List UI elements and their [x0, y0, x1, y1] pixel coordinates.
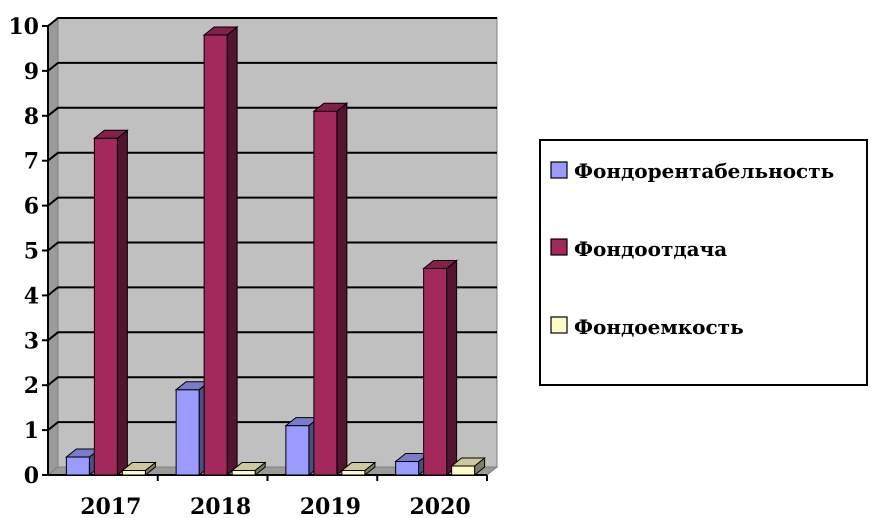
y-tick-label: 5	[24, 239, 39, 265]
bar-front	[423, 267, 448, 476]
bar-2-2017	[92, 129, 129, 477]
x-tick-label: 2019	[300, 494, 361, 518]
bar-side	[226, 25, 238, 477]
bar-top	[340, 462, 377, 472]
bar-front	[395, 461, 420, 476]
gridline	[47, 241, 497, 252]
bar-top	[230, 462, 267, 472]
bar-front	[313, 110, 338, 476]
legend-label-2: Фондоотдача	[574, 237, 727, 261]
bar-front	[203, 34, 228, 476]
bar-top	[450, 457, 487, 467]
legend-entry-2: Фондоотдача	[550, 237, 727, 261]
bar-3-2017	[120, 461, 157, 477]
bar-side	[116, 129, 128, 477]
x-tick-labels: 2017 2018 2019 2020	[80, 494, 470, 518]
x-tick-label: 2020	[410, 494, 471, 518]
bar-top	[422, 259, 459, 269]
gridline	[47, 61, 497, 72]
legend-entry-3: Фондоемкость	[550, 315, 744, 339]
legend: Фондорентабельность Фондоотдача Фондоемк…	[539, 139, 868, 386]
bar-front	[285, 425, 310, 476]
y-tick-label: 9	[24, 59, 39, 85]
gridline	[47, 196, 497, 207]
bar-2-2019	[312, 102, 349, 477]
gridline	[47, 331, 497, 342]
legend-entry-1: Фондорентабельность	[550, 159, 834, 183]
bar-front	[231, 470, 256, 476]
legend-box	[539, 139, 868, 386]
bar-front	[93, 137, 118, 476]
bar-2-2018	[202, 25, 239, 477]
y-tick-label: 1	[24, 418, 39, 444]
y-tick-label: 8	[24, 104, 39, 130]
legend-swatch-1	[550, 161, 568, 179]
gridline	[47, 106, 497, 117]
y-tick-label: 2	[24, 373, 39, 399]
bar-top	[120, 462, 157, 472]
gridline	[47, 421, 497, 431]
gridline	[47, 286, 497, 297]
bar-front	[65, 456, 90, 476]
legend-label-1: Фондорентабельность	[574, 159, 834, 183]
bar-top	[202, 26, 239, 36]
legend-swatch-2	[550, 238, 568, 256]
bar-top	[92, 129, 129, 139]
legend-label-3: Фондоемкость	[574, 315, 744, 339]
y-tick-label: 0	[24, 463, 39, 489]
gridline	[47, 376, 497, 386]
gridlines	[47, 17, 497, 431]
y-tick-label: 10	[8, 14, 39, 40]
y-tick-label: 4	[24, 283, 39, 309]
bar-3-2018	[230, 461, 267, 477]
gridline	[47, 151, 497, 162]
bar-front	[121, 470, 146, 476]
x-tick-label: 2018	[190, 494, 251, 518]
bar-2-2020	[422, 259, 459, 477]
bar-top	[312, 102, 349, 112]
bars	[64, 25, 487, 477]
bar-side	[336, 102, 348, 477]
bar-3-2019	[340, 461, 377, 477]
gridline	[47, 17, 497, 27]
y-tick-labels: 0 1 2 3 4 5 6 7 8 9 10	[8, 14, 39, 489]
bar-front	[175, 389, 200, 476]
legend-swatch-3	[550, 316, 568, 334]
x-tick-label: 2017	[80, 494, 141, 518]
y-tick-label: 3	[24, 328, 39, 354]
bar-side	[446, 259, 458, 477]
bar-front	[341, 470, 366, 476]
bar-front	[451, 465, 476, 476]
y-tick-label: 7	[24, 149, 39, 175]
y-tick-label: 6	[24, 194, 39, 220]
bar-3-2020	[450, 456, 487, 477]
